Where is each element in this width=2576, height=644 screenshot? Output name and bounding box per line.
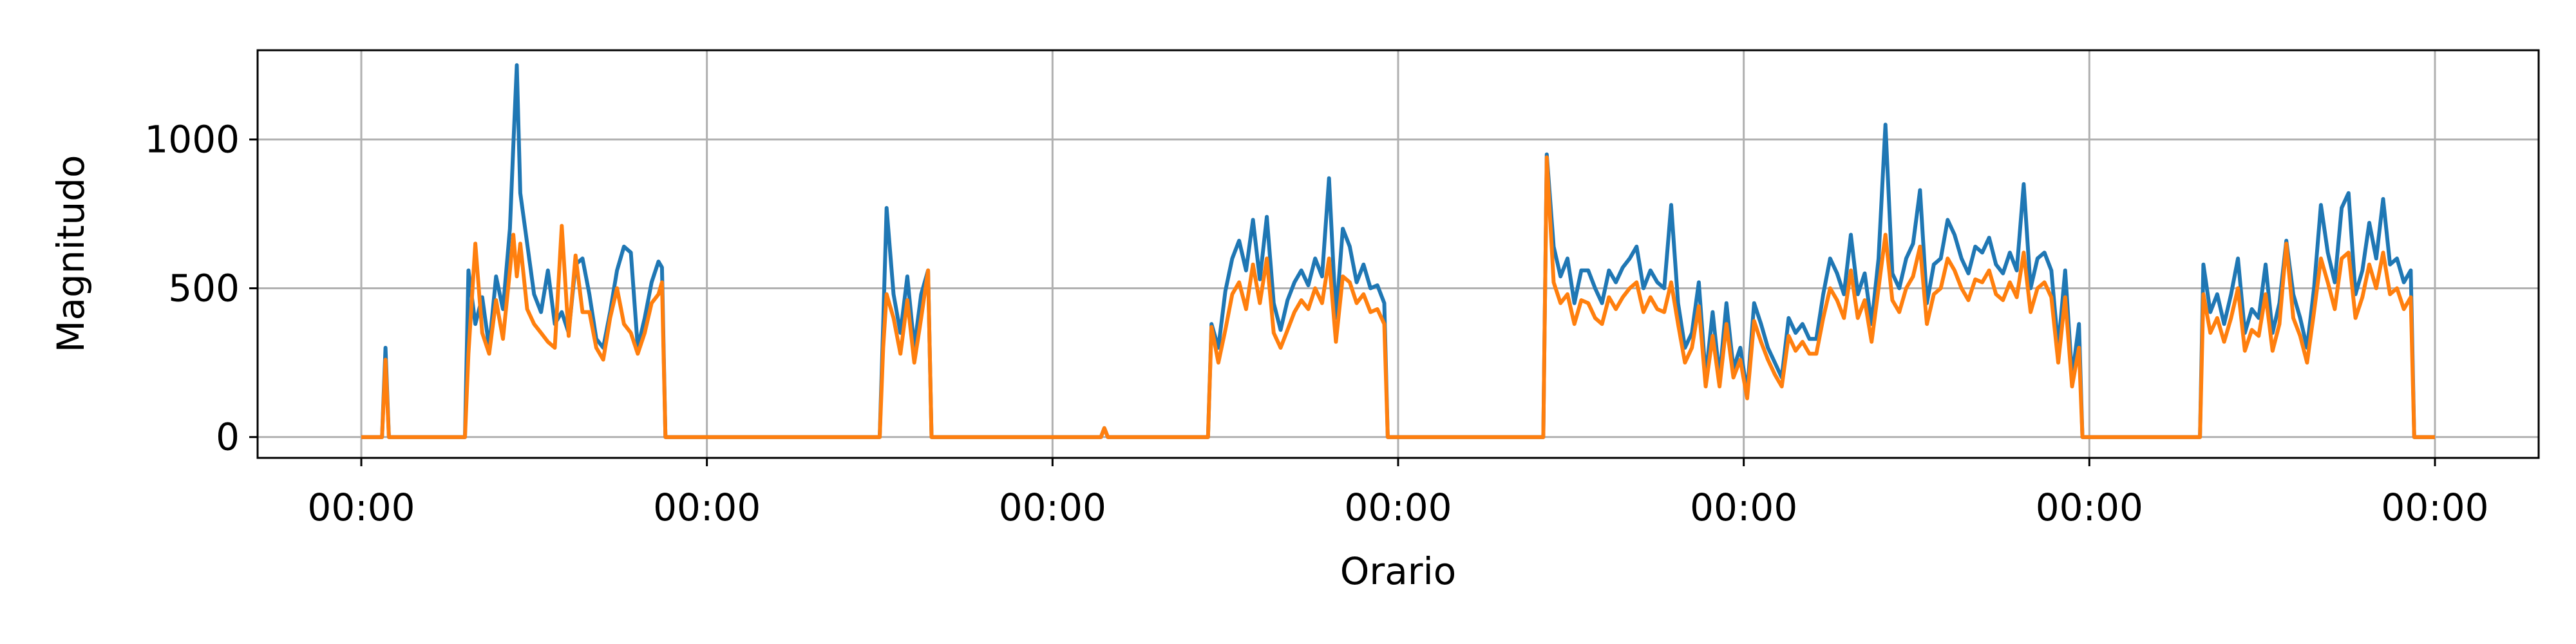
x-tick-label: 00:00: [2036, 486, 2143, 529]
series-layer: [361, 63, 2435, 439]
x-tick-label: 00:00: [2381, 486, 2488, 529]
y-tick-label: 1000: [144, 118, 240, 162]
series-line-1: [361, 63, 2435, 439]
x-tick-label: 00:00: [1344, 486, 1452, 529]
series-line-2: [361, 155, 2435, 439]
y-tick-label: 500: [168, 267, 240, 310]
x-tick-label: 00:00: [653, 486, 761, 529]
y-axis-ticks: 0 500 1000: [144, 118, 258, 459]
x-tick-label: 00:00: [307, 486, 415, 529]
x-tick-label: 00:00: [1690, 486, 1797, 529]
x-axis-title: Orario: [1340, 549, 1457, 593]
y-axis-title: Magnitudo: [49, 155, 93, 352]
y-tick-label: 0: [216, 415, 240, 459]
x-axis-ticks: 00:00 00:00 00:00 00:00 00:00 00:00 00:00: [307, 458, 2489, 529]
x-tick-label: 00:00: [999, 486, 1106, 529]
